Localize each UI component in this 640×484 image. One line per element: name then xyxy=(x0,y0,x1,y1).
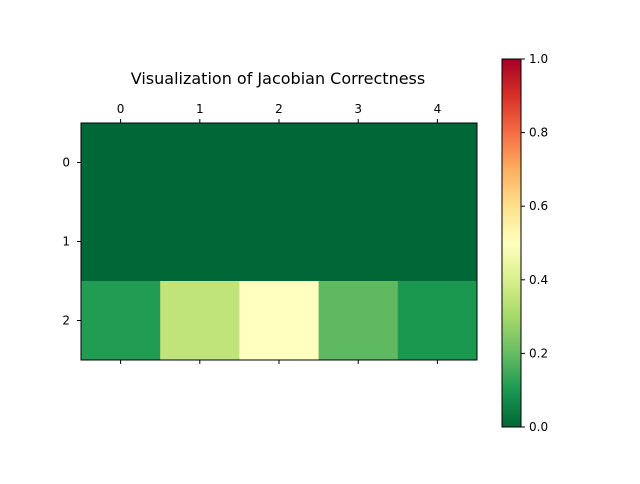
x-tick-label: 2 xyxy=(275,102,283,116)
colorbar-tick-label: 0.8 xyxy=(529,126,548,140)
colorbar: 0.0 0.2 0.4 0.6 0.8 1.0 xyxy=(501,52,548,434)
heatmap-cell xyxy=(160,123,240,203)
y-tick-label: 2 xyxy=(62,314,70,328)
heatmap-cell xyxy=(81,202,161,282)
colorbar-tick-label: 1.0 xyxy=(529,52,548,66)
heatmap-cell xyxy=(397,202,478,282)
heatmap-cell xyxy=(239,123,320,203)
heatmap-cell xyxy=(160,281,240,361)
heatmap-cell xyxy=(318,281,399,361)
colorbar-tick-label: 0.0 xyxy=(529,420,548,434)
y-axis: 0 1 2 xyxy=(62,156,81,328)
y-tick-label: 0 xyxy=(62,156,70,170)
y-tick-label: 1 xyxy=(62,235,70,249)
heatmap-cell xyxy=(81,281,161,361)
x-tick-label: 1 xyxy=(196,102,204,116)
heatmap-cells xyxy=(81,123,478,361)
colorbar-ticks: 0.0 0.2 0.4 0.6 0.8 1.0 xyxy=(521,52,548,434)
colorbar-gradient xyxy=(501,58,522,428)
heatmap-cell xyxy=(81,123,161,203)
x-axis: 0 1 2 3 4 xyxy=(117,102,441,364)
heatmap-cell xyxy=(239,202,320,282)
colorbar-tick-label: 0.2 xyxy=(529,346,548,360)
chart-title: Visualization of Jacobian Correctness xyxy=(131,69,425,88)
colorbar-tick-label: 0.4 xyxy=(529,273,548,287)
heatmap-cell xyxy=(397,281,478,361)
colorbar-tick-label: 0.6 xyxy=(529,199,548,213)
heatmap-cell xyxy=(397,123,478,203)
x-tick-label: 4 xyxy=(434,102,442,116)
heatmap-cell xyxy=(239,281,320,361)
x-tick-label: 0 xyxy=(117,102,125,116)
heatmap-cell xyxy=(318,202,399,282)
heatmap-cell xyxy=(160,202,240,282)
x-tick-label: 3 xyxy=(354,102,362,116)
heatmap-cell xyxy=(318,123,399,203)
